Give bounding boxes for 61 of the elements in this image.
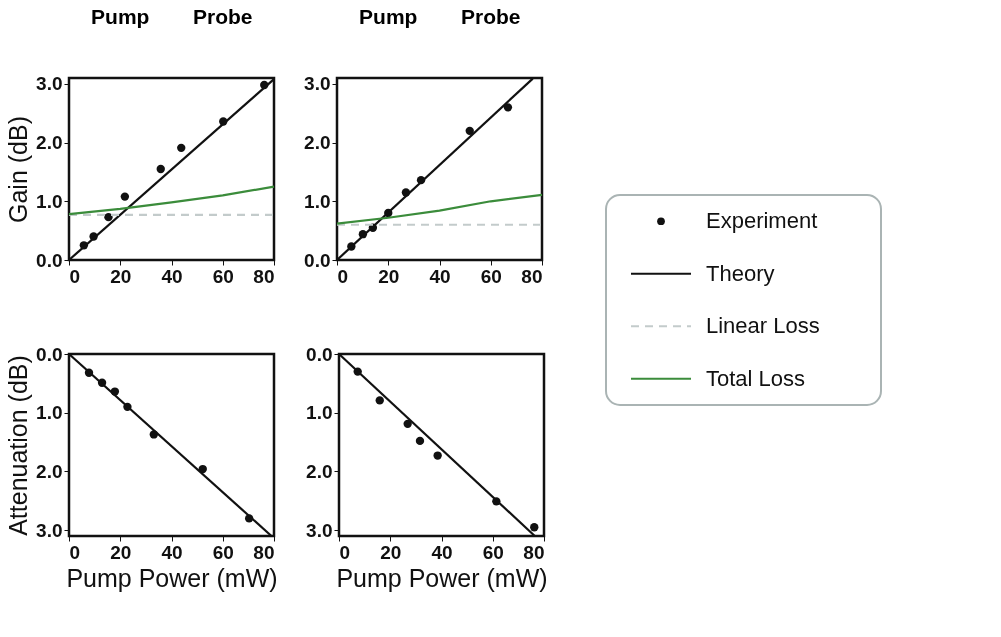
y-tick-label: 0.0 xyxy=(306,343,333,365)
point xyxy=(503,103,513,112)
point xyxy=(403,419,412,429)
point xyxy=(433,451,442,460)
x-tick-label: 0 xyxy=(339,541,351,563)
text: Probe xyxy=(460,5,521,28)
legend-label: Theory xyxy=(706,260,775,286)
y-tick-label: 0.0 xyxy=(36,343,63,365)
x-tick-label: 0 xyxy=(337,265,349,287)
point xyxy=(104,212,113,222)
point xyxy=(530,523,539,532)
point xyxy=(465,126,474,136)
x-tick-label: 80 xyxy=(523,541,545,563)
point xyxy=(156,164,165,174)
y-tick-label: 1.0 xyxy=(306,402,333,424)
y-axis-title: Gain (dB) xyxy=(4,116,33,223)
y-tick-label: 1.0 xyxy=(36,190,63,212)
y-tick-label: 2.0 xyxy=(306,460,333,482)
y-tick-label: 3.0 xyxy=(36,519,63,541)
x-tick-label: 80 xyxy=(253,541,275,563)
point xyxy=(375,396,384,405)
y-axis-title: Attenuation (dB) xyxy=(4,355,33,536)
point xyxy=(177,143,186,153)
text: Pump xyxy=(91,5,150,28)
x-tick-label: 40 xyxy=(431,541,453,563)
text: Probe xyxy=(192,5,253,28)
y-tick-label: 2.0 xyxy=(36,460,63,482)
line-series xyxy=(67,185,276,216)
y-tick-label: 1.0 xyxy=(36,402,63,424)
x-tick-label: 40 xyxy=(429,265,451,287)
y-tick-label: 1.0 xyxy=(304,190,331,212)
line-series xyxy=(335,193,544,225)
x-tick-label: 0 xyxy=(69,541,81,563)
x-axis-title: Pump Power (mW) xyxy=(66,563,278,592)
x-tick-label: 20 xyxy=(380,541,402,563)
x-tick-label: 20 xyxy=(110,541,132,563)
y-tick-label: 2.0 xyxy=(304,132,331,154)
legend-label: Total Loss xyxy=(706,365,806,391)
y-tick-label: 2.0 xyxy=(36,132,63,154)
point xyxy=(415,436,425,446)
x-tick-label: 60 xyxy=(482,541,504,563)
x-tick-label: 60 xyxy=(480,265,502,287)
x-tick-label: 60 xyxy=(212,265,234,287)
point xyxy=(120,192,130,201)
legend-label: Linear Loss xyxy=(706,313,820,339)
x-axis-title: Pump Power (mW) xyxy=(336,563,548,592)
y-tick-label: 0.0 xyxy=(304,249,331,271)
x-tick-label: 20 xyxy=(110,265,132,287)
x-tick-label: 80 xyxy=(253,265,275,287)
x-tick-label: 40 xyxy=(161,541,183,563)
x-tick-label: 20 xyxy=(378,265,400,287)
y-tick-label: 3.0 xyxy=(306,519,333,541)
text: Pump xyxy=(359,5,418,28)
x-tick-label: 0 xyxy=(69,265,81,287)
y-tick-label: 3.0 xyxy=(304,73,331,95)
x-tick-label: 80 xyxy=(521,265,543,287)
y-tick-label: 0.0 xyxy=(36,249,63,271)
x-tick-label: 40 xyxy=(161,265,183,287)
legend-label: Experiment xyxy=(706,208,818,234)
y-tick-label: 3.0 xyxy=(36,73,63,95)
x-tick-label: 60 xyxy=(212,541,234,563)
